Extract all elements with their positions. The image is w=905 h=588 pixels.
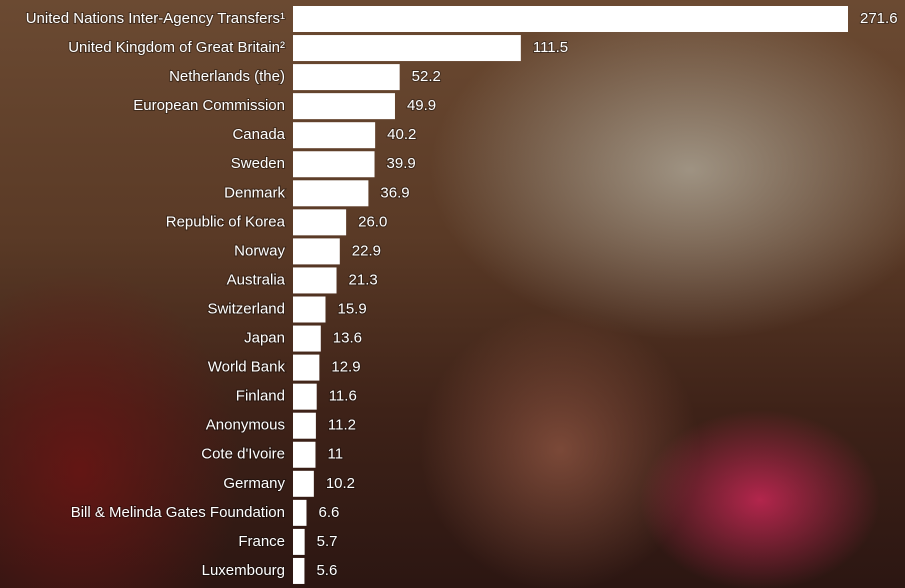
value-label: 6.6 [318, 504, 339, 521]
bar [293, 325, 321, 352]
value-label: 52.2 [412, 68, 441, 85]
category-label: European Commission [133, 97, 285, 114]
bar [293, 557, 305, 584]
category-label: Finland [236, 388, 285, 405]
bar [293, 441, 316, 468]
category-label: Japan [244, 330, 285, 347]
value-label: 11.6 [329, 388, 357, 405]
category-label: Cote d'Ivoire [201, 446, 285, 463]
category-label: Germany [223, 475, 285, 492]
value-label: 36.9 [380, 184, 409, 201]
bar [293, 470, 314, 497]
value-label: 15.9 [337, 300, 366, 317]
category-label: France [238, 533, 285, 550]
category-label: United Kingdom of Great Britain² [68, 39, 285, 56]
category-label: Australia [227, 271, 286, 288]
value-label: 271.6 [860, 10, 898, 27]
bar [293, 354, 320, 381]
value-label: 11 [327, 446, 343, 463]
category-label: Luxembourg [202, 562, 285, 579]
bar [293, 64, 400, 91]
bar [293, 383, 317, 410]
bar [293, 499, 307, 526]
bar [293, 93, 395, 120]
category-label: Netherlands (the) [169, 68, 285, 85]
category-label: World Bank [208, 359, 286, 376]
value-label: 111.5 [533, 39, 568, 56]
value-label: 22.9 [352, 242, 381, 259]
category-label: Sweden [231, 155, 285, 172]
value-label: 40.2 [387, 126, 416, 143]
value-label: 39.9 [387, 155, 416, 172]
category-label: Switzerland [207, 300, 285, 317]
category-label: Canada [232, 126, 285, 143]
bar [293, 296, 326, 323]
category-label: Anonymous [206, 417, 285, 434]
bar [293, 238, 340, 265]
bar [293, 122, 376, 149]
bar [293, 35, 521, 62]
category-label: United Nations Inter-Agency Transfers¹ [26, 10, 285, 27]
value-label: 21.3 [349, 271, 378, 288]
value-label: 5.7 [317, 533, 338, 550]
value-label: 26.0 [358, 213, 387, 230]
bar [293, 6, 848, 32]
value-label: 5.6 [316, 562, 337, 579]
value-label: 12.9 [331, 359, 360, 376]
bar [293, 267, 337, 294]
category-label: Republic of Korea [166, 213, 286, 230]
bar [293, 412, 316, 439]
category-label: Denmark [224, 184, 285, 201]
category-label: Bill & Melinda Gates Foundation [71, 504, 285, 521]
bar [293, 180, 369, 207]
bar [293, 209, 347, 236]
category-label: Norway [234, 242, 285, 259]
bar [293, 528, 305, 555]
value-label: 10.2 [326, 475, 355, 492]
value-label: 11.2 [328, 417, 356, 434]
bar [293, 151, 375, 178]
value-label: 49.9 [407, 97, 436, 114]
value-label: 13.6 [333, 330, 362, 347]
